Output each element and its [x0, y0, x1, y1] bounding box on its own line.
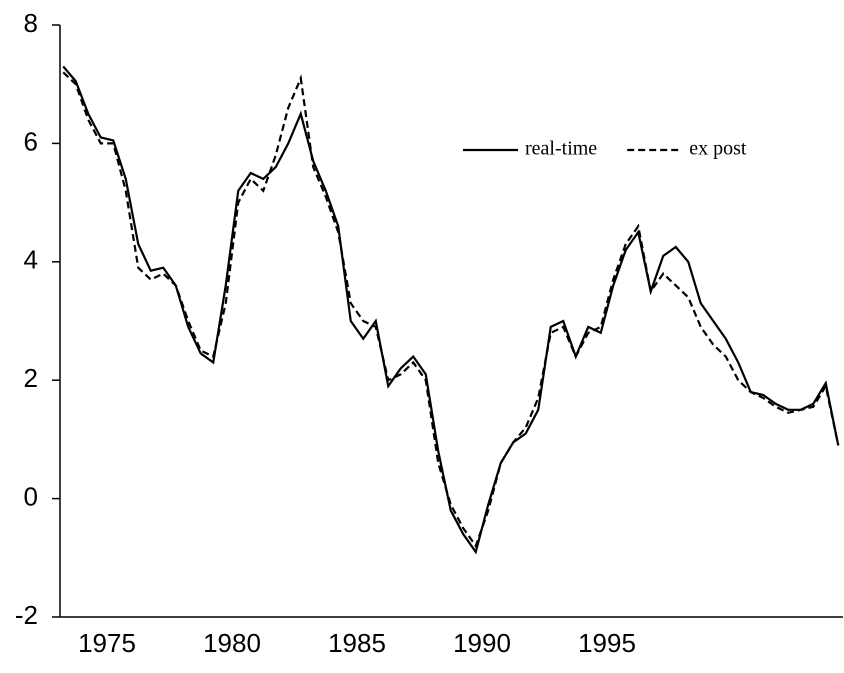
- x-tick-label: 1985: [328, 628, 386, 658]
- x-tick-label: 1975: [78, 628, 136, 658]
- y-tick-label: 2: [24, 363, 38, 393]
- y-tick-label: 4: [24, 245, 38, 275]
- x-tick-label: 1990: [453, 628, 511, 658]
- y-tick-label: 0: [24, 481, 38, 511]
- legend-label: real-time: [525, 138, 597, 160]
- y-tick-label: -2: [15, 600, 38, 630]
- y-tick-label: 6: [24, 126, 38, 156]
- series-line: [62, 65, 840, 555]
- x-tick-label: 1980: [203, 628, 261, 658]
- x-tick-label: 1995: [578, 628, 636, 658]
- y-tick-label: 8: [24, 8, 38, 38]
- legend-label: ex post: [689, 138, 747, 160]
